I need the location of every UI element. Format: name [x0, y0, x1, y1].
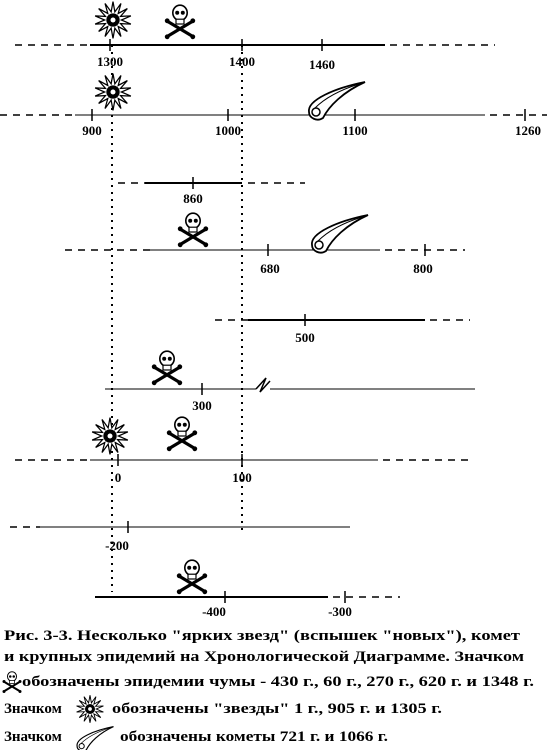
- comet-icon: [76, 725, 115, 750]
- caption-line: обозначены "звезды" 1 г., 905 г. и 1305 …: [112, 701, 442, 717]
- caption-line: Рис. 3-3. Несколько "ярких звезд" (вспыш…: [4, 628, 521, 644]
- skull-icon: [174, 558, 210, 597]
- skull-icon: [149, 349, 185, 388]
- date-label: 1460: [309, 57, 335, 72]
- date-label: 1400: [229, 54, 255, 69]
- timeline: 1300 1400 1460: [15, 1, 495, 72]
- skull-icon: [175, 211, 211, 250]
- star-icon: [76, 694, 104, 724]
- caption-line: Значком: [4, 729, 62, 745]
- date-label: 800: [413, 261, 433, 276]
- skull-icon: [162, 3, 198, 42]
- date-label: 1260: [515, 123, 541, 138]
- caption-line: обозначены эпидемии чумы - 430 г., 60 г.…: [22, 674, 534, 690]
- comet-icon: [310, 214, 369, 254]
- star-icon: [91, 417, 129, 455]
- date-label: 1100: [342, 123, 367, 138]
- date-label: 100: [232, 470, 252, 485]
- date-label: 1300: [97, 54, 123, 69]
- timeline: 300: [105, 349, 475, 413]
- timeline: -400 -300: [95, 558, 400, 619]
- date-label: -200: [105, 538, 129, 553]
- date-label: 860: [183, 191, 203, 206]
- comet-icon: [307, 81, 366, 121]
- date-label: 1000: [215, 123, 241, 138]
- star-icon: [94, 1, 132, 39]
- timeline: 860: [118, 177, 305, 206]
- date-label: -400: [202, 604, 226, 619]
- timeline: 500: [215, 314, 470, 345]
- date-label: 0: [115, 470, 122, 485]
- caption-line: и крупных эпидемий на Хронологической Ди…: [4, 649, 524, 665]
- skull-icon: [164, 415, 200, 454]
- timeline: 0 100: [15, 415, 470, 485]
- date-label: -300: [328, 604, 352, 619]
- caption-line: Значком: [4, 701, 62, 717]
- timeline: -200: [10, 521, 350, 553]
- caption: Рис. 3-3. Несколько "ярких звезд" (вспыш…: [1, 628, 534, 750]
- caption-line: обозначены кометы 721 г. и 1066 г.: [120, 729, 388, 745]
- timeline: 900 1000 1100 1260: [0, 73, 547, 138]
- skull-icon: [1, 670, 23, 695]
- star-icon: [94, 73, 132, 111]
- dotted-guides: [111, 45, 243, 592]
- date-label: 500: [295, 330, 315, 345]
- timeline: 680 800: [65, 211, 465, 276]
- date-label: 680: [260, 261, 280, 276]
- date-label: 900: [82, 123, 102, 138]
- date-label: 300: [192, 398, 212, 413]
